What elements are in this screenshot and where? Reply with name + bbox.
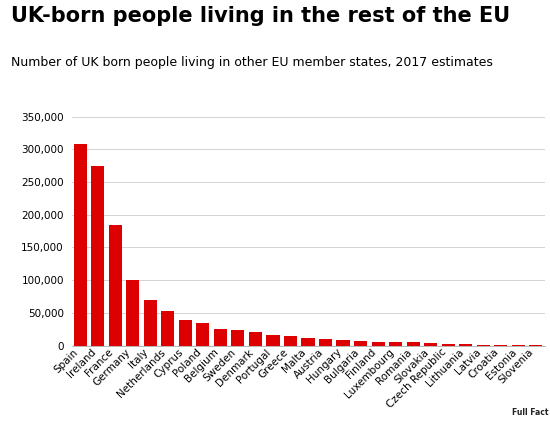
Bar — [389, 342, 402, 346]
Bar — [249, 332, 262, 346]
Bar — [266, 335, 279, 346]
Bar — [179, 320, 192, 346]
Bar — [354, 341, 367, 346]
Text: Source:: Source: — [11, 363, 59, 373]
Text: Number of UK born people living in other EU member states, 2017 estimates: Number of UK born people living in other… — [11, 56, 493, 69]
Bar — [161, 311, 174, 346]
Bar — [284, 336, 297, 346]
Bar — [232, 330, 245, 346]
Bar — [109, 225, 122, 346]
Bar — [512, 345, 525, 346]
Bar — [74, 144, 87, 346]
Bar — [91, 166, 104, 346]
Bar — [126, 280, 139, 346]
Bar — [214, 329, 227, 346]
Text: UK-born people living in the rest of the EU: UK-born people living in the rest of the… — [11, 6, 510, 25]
Bar — [424, 343, 437, 346]
Bar — [459, 344, 472, 346]
Bar — [144, 300, 157, 346]
Polygon shape — [478, 353, 544, 421]
Bar — [196, 323, 210, 346]
Bar — [301, 338, 315, 346]
Text: United Nations, "Trends in International Migrant Stock: Migrants by
Destination : United Nations, "Trends in International… — [52, 363, 429, 385]
Bar — [494, 345, 507, 346]
Bar — [337, 340, 350, 346]
Bar — [319, 339, 332, 346]
Bar — [371, 342, 384, 346]
Bar — [442, 343, 455, 346]
Bar — [406, 342, 420, 346]
Text: Full Fact: Full Fact — [513, 407, 549, 416]
Bar — [477, 345, 490, 346]
